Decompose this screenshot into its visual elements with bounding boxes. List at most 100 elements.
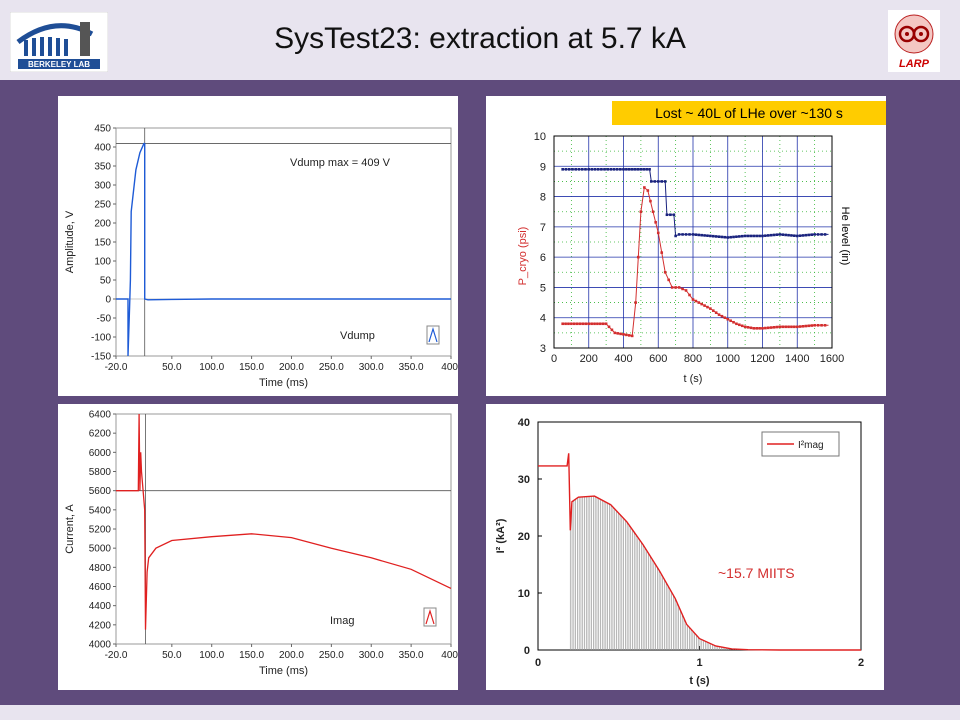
legend-label-vdump: Vdump xyxy=(340,330,375,342)
x-tick-label: 1 xyxy=(696,657,702,669)
series-marker xyxy=(772,233,776,237)
series-marker xyxy=(793,325,796,329)
series-marker xyxy=(677,286,681,289)
x-axis-label: Time (ms) xyxy=(259,665,308,677)
page-title: SysTest23: extraction at 5.7 kA xyxy=(274,22,686,55)
series-marker xyxy=(694,233,698,236)
x-tick-label: 1400 xyxy=(785,353,809,365)
series-marker xyxy=(677,233,681,236)
series-marker xyxy=(732,320,735,324)
x-tick-label: 300.0 xyxy=(359,650,384,661)
series-marker xyxy=(752,234,756,238)
series-marker xyxy=(740,324,744,328)
series-marker xyxy=(630,334,634,338)
series-marker xyxy=(584,322,588,326)
series-marker xyxy=(804,324,808,328)
series-marker xyxy=(584,168,587,171)
y-tick-label: 50 xyxy=(100,276,112,287)
series-marker xyxy=(755,327,759,330)
series-marker xyxy=(706,234,709,237)
series-marker xyxy=(622,333,625,336)
x-tick-label: 400. xyxy=(441,650,458,661)
series-marker xyxy=(810,324,814,327)
series-marker xyxy=(572,322,576,326)
series-marker xyxy=(738,323,741,327)
series-marker xyxy=(726,236,730,239)
x-tick-label: 350.0 xyxy=(399,362,424,373)
y-tick-label: 10 xyxy=(518,588,530,600)
series-marker xyxy=(610,328,614,332)
x-tick-label: 50.0 xyxy=(162,362,182,373)
series-marker xyxy=(607,325,611,329)
x-axis-label: t (s) xyxy=(689,675,710,687)
svg-text:LARP: LARP xyxy=(899,58,930,70)
series-marker xyxy=(561,322,564,326)
series-marker xyxy=(787,233,790,237)
series-marker xyxy=(694,299,698,303)
series-marker xyxy=(769,233,773,237)
series-marker xyxy=(738,235,741,238)
series-marker xyxy=(646,189,650,192)
series-marker xyxy=(798,234,802,237)
series-marker xyxy=(650,180,653,183)
annotation-lost-lhe: Lost ~ 40L of LHe over ~130 s xyxy=(655,105,843,121)
x-tick-label: 400. xyxy=(441,362,458,373)
annotation-vdump-max: Vdump max = 409 V xyxy=(290,157,391,169)
series-marker xyxy=(735,235,738,238)
series-marker xyxy=(619,168,622,171)
y-tick-label: 100 xyxy=(94,257,111,268)
series-marker xyxy=(820,233,823,236)
series-marker xyxy=(703,234,706,237)
series-marker xyxy=(816,323,820,327)
series-marker xyxy=(599,322,602,326)
series-marker xyxy=(577,168,581,171)
pressure-helevel-chart: 0 200 400 600 800 1000 1200 1400 1600 3 4 5 6 7 8 9 10 Lo… xyxy=(517,101,886,385)
series-marker xyxy=(567,322,570,326)
series-marker xyxy=(772,326,776,329)
series-marker xyxy=(578,322,582,326)
series-marker xyxy=(634,301,637,304)
series-marker xyxy=(665,213,669,217)
y-tick-label: 20 xyxy=(518,531,530,543)
pressure-chart-panel: 0 200 400 600 800 1000 1200 1400 1600 3 4 5 6 7 8 9 10 Lo… xyxy=(486,96,886,396)
series-marker xyxy=(795,234,799,238)
series-marker xyxy=(823,323,827,327)
series-marker xyxy=(798,325,802,328)
series-marker xyxy=(709,307,712,310)
series-marker xyxy=(729,319,732,323)
series-marker xyxy=(656,180,660,183)
x-tick-label: 600 xyxy=(649,353,667,365)
series-marker xyxy=(717,313,721,316)
x-tick-label: 200 xyxy=(580,353,598,365)
series-marker xyxy=(596,168,600,171)
series-marker xyxy=(571,168,574,171)
series-marker xyxy=(717,235,721,238)
series-marker xyxy=(703,304,706,307)
series-marker xyxy=(684,233,688,236)
series-marker xyxy=(807,324,811,328)
series-marker xyxy=(732,235,735,239)
series-marker xyxy=(740,234,744,238)
series-marker xyxy=(596,322,599,326)
legend-label-i2: I²mag xyxy=(798,440,824,451)
series-marker xyxy=(660,251,664,254)
series-marker xyxy=(609,168,613,171)
y-tick-label: 0 xyxy=(524,645,530,657)
series-marker xyxy=(625,168,628,171)
series-marker xyxy=(749,326,753,330)
series-marker xyxy=(775,325,779,329)
series-marker xyxy=(691,233,695,236)
y-tick-label: -50 xyxy=(97,314,112,325)
series-marker xyxy=(723,235,727,239)
y-axis-label: P_cryo (psi) xyxy=(517,227,529,286)
x-tick-label: 0 xyxy=(535,657,541,669)
series-marker xyxy=(720,314,724,318)
series-marker xyxy=(720,235,724,239)
series-marker xyxy=(604,322,608,326)
series-marker xyxy=(726,317,730,321)
imag-chart: 6400 6200 6000 5800 5600 5400 5200 5000 4800 4600… xyxy=(64,410,458,678)
series-marker xyxy=(709,234,712,238)
series-marker xyxy=(636,168,640,171)
x-tick-label: 1000 xyxy=(716,353,740,365)
series-marker xyxy=(787,325,790,329)
